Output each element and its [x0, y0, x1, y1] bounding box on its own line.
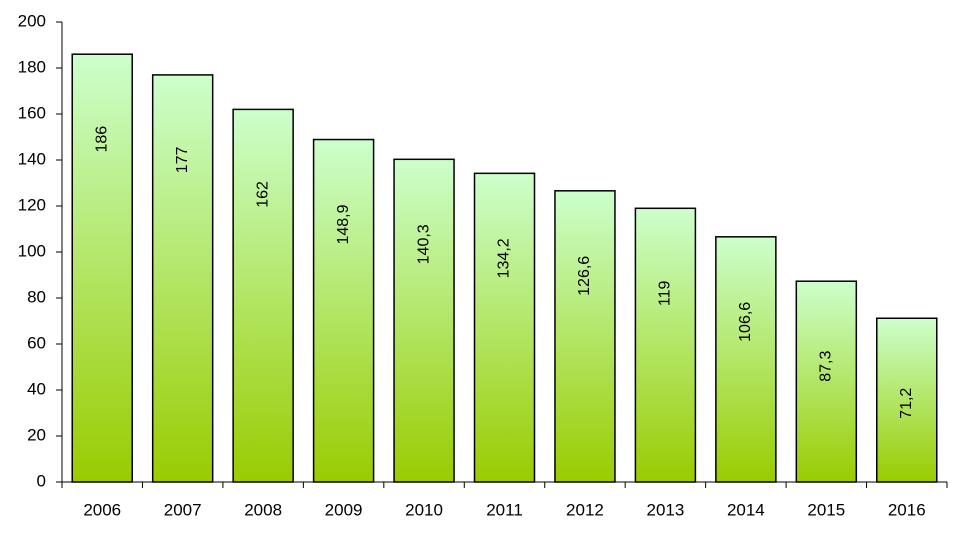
value-label: 119: [657, 280, 674, 306]
x-tick-label: 2008: [244, 500, 282, 519]
bar: [876, 317, 938, 483]
y-tick-label: 120: [18, 195, 46, 214]
value-label: 148,9: [335, 204, 352, 244]
value-label: 126,6: [576, 256, 593, 296]
value-label: 162: [254, 181, 271, 208]
x-tick-label: 2016: [888, 500, 926, 519]
y-tick-label: 20: [27, 425, 46, 444]
y-tick-label: 80: [27, 287, 46, 306]
value-label: 177: [174, 146, 191, 173]
bar: [554, 190, 616, 483]
y-tick-label: 60: [27, 333, 46, 352]
x-tick-label: 2014: [727, 500, 765, 519]
value-label: 140,3: [415, 224, 432, 264]
bar: [473, 172, 536, 483]
bar: [71, 53, 133, 483]
bar: [795, 280, 858, 483]
bar: [393, 158, 455, 483]
y-tick-label: 180: [18, 57, 46, 76]
x-tick-label: 2011: [486, 500, 523, 519]
y-tick-label: 200: [18, 11, 46, 30]
bar: [151, 74, 214, 483]
x-tick-label: 2006: [83, 500, 121, 519]
bar: [634, 207, 697, 483]
value-label: 71,2: [898, 388, 915, 419]
x-tick-label: 2012: [566, 500, 604, 519]
y-tick-label: 160: [18, 103, 46, 122]
y-tick-label: 140: [18, 149, 46, 168]
value-label: 186: [93, 126, 110, 153]
y-tick-label: 100: [18, 241, 46, 260]
x-tick-label: 2010: [405, 500, 443, 519]
x-tick-label: 2013: [646, 500, 684, 519]
x-tick-label: 2015: [807, 500, 845, 519]
value-label: 87,3: [818, 351, 835, 382]
y-tick-label: 40: [27, 379, 46, 398]
value-label: 106,6: [737, 302, 754, 342]
bar: [232, 108, 294, 483]
x-tick-label: 2009: [325, 500, 363, 519]
value-label: 134,2: [496, 238, 513, 278]
x-tick-label: 2007: [164, 500, 202, 519]
bar: [312, 138, 375, 483]
bar: [715, 236, 777, 483]
y-tick-label: 0: [37, 471, 46, 490]
